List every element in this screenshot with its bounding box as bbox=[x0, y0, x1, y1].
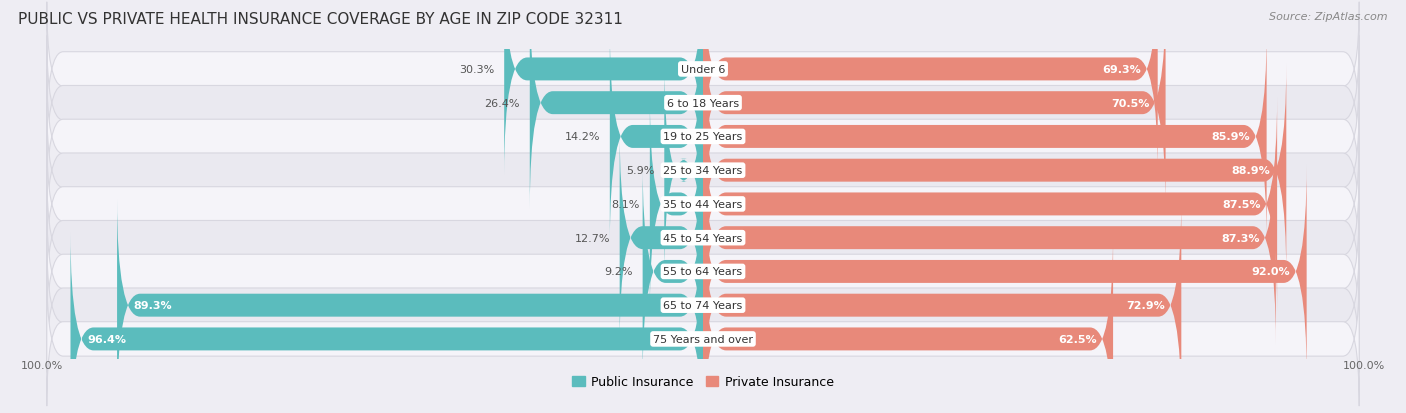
Text: 92.0%: 92.0% bbox=[1251, 267, 1291, 277]
Text: PUBLIC VS PRIVATE HEALTH INSURANCE COVERAGE BY AGE IN ZIP CODE 32311: PUBLIC VS PRIVATE HEALTH INSURANCE COVER… bbox=[18, 12, 623, 27]
FancyBboxPatch shape bbox=[46, 104, 1360, 238]
Text: 9.2%: 9.2% bbox=[605, 267, 633, 277]
Text: 14.2%: 14.2% bbox=[564, 132, 600, 142]
Text: 65 to 74 Years: 65 to 74 Years bbox=[664, 300, 742, 311]
Text: 70.5%: 70.5% bbox=[1111, 98, 1149, 109]
Text: 12.7%: 12.7% bbox=[574, 233, 610, 243]
Text: 75 Years and over: 75 Years and over bbox=[652, 334, 754, 344]
Text: 19 to 25 Years: 19 to 25 Years bbox=[664, 132, 742, 142]
Text: 100.0%: 100.0% bbox=[21, 360, 63, 370]
Text: 6 to 18 Years: 6 to 18 Years bbox=[666, 98, 740, 109]
FancyBboxPatch shape bbox=[643, 165, 703, 378]
Text: 89.3%: 89.3% bbox=[134, 300, 172, 311]
FancyBboxPatch shape bbox=[664, 64, 703, 277]
Text: 87.3%: 87.3% bbox=[1220, 233, 1260, 243]
FancyBboxPatch shape bbox=[70, 233, 703, 413]
FancyBboxPatch shape bbox=[620, 132, 703, 344]
FancyBboxPatch shape bbox=[703, 0, 1166, 210]
FancyBboxPatch shape bbox=[117, 199, 703, 412]
FancyBboxPatch shape bbox=[46, 36, 1360, 171]
Text: 69.3%: 69.3% bbox=[1102, 65, 1142, 75]
FancyBboxPatch shape bbox=[505, 0, 703, 176]
Text: 85.9%: 85.9% bbox=[1212, 132, 1250, 142]
Text: Under 6: Under 6 bbox=[681, 65, 725, 75]
FancyBboxPatch shape bbox=[703, 165, 1306, 378]
FancyBboxPatch shape bbox=[703, 0, 1157, 176]
FancyBboxPatch shape bbox=[703, 233, 1114, 413]
FancyBboxPatch shape bbox=[650, 98, 703, 311]
FancyBboxPatch shape bbox=[46, 205, 1360, 339]
FancyBboxPatch shape bbox=[703, 132, 1275, 344]
Text: 100.0%: 100.0% bbox=[1343, 360, 1385, 370]
FancyBboxPatch shape bbox=[46, 238, 1360, 373]
Text: 72.9%: 72.9% bbox=[1126, 300, 1166, 311]
FancyBboxPatch shape bbox=[530, 0, 703, 210]
Text: 45 to 54 Years: 45 to 54 Years bbox=[664, 233, 742, 243]
Text: Source: ZipAtlas.com: Source: ZipAtlas.com bbox=[1270, 12, 1388, 22]
Text: 62.5%: 62.5% bbox=[1059, 334, 1097, 344]
FancyBboxPatch shape bbox=[703, 64, 1286, 277]
Text: 96.4%: 96.4% bbox=[87, 334, 127, 344]
Text: 55 to 64 Years: 55 to 64 Years bbox=[664, 267, 742, 277]
FancyBboxPatch shape bbox=[46, 70, 1360, 204]
FancyBboxPatch shape bbox=[703, 98, 1277, 311]
Legend: Public Insurance, Private Insurance: Public Insurance, Private Insurance bbox=[567, 370, 839, 393]
FancyBboxPatch shape bbox=[703, 31, 1267, 244]
Text: 26.4%: 26.4% bbox=[485, 98, 520, 109]
Text: 8.1%: 8.1% bbox=[612, 199, 640, 209]
FancyBboxPatch shape bbox=[46, 171, 1360, 305]
Text: 35 to 44 Years: 35 to 44 Years bbox=[664, 199, 742, 209]
Text: 25 to 34 Years: 25 to 34 Years bbox=[664, 166, 742, 176]
FancyBboxPatch shape bbox=[703, 199, 1181, 412]
Text: 30.3%: 30.3% bbox=[460, 65, 495, 75]
Text: 87.5%: 87.5% bbox=[1222, 199, 1261, 209]
Text: 5.9%: 5.9% bbox=[626, 166, 654, 176]
FancyBboxPatch shape bbox=[610, 31, 703, 244]
FancyBboxPatch shape bbox=[46, 138, 1360, 271]
FancyBboxPatch shape bbox=[46, 3, 1360, 137]
FancyBboxPatch shape bbox=[46, 272, 1360, 406]
Text: 88.9%: 88.9% bbox=[1232, 166, 1270, 176]
